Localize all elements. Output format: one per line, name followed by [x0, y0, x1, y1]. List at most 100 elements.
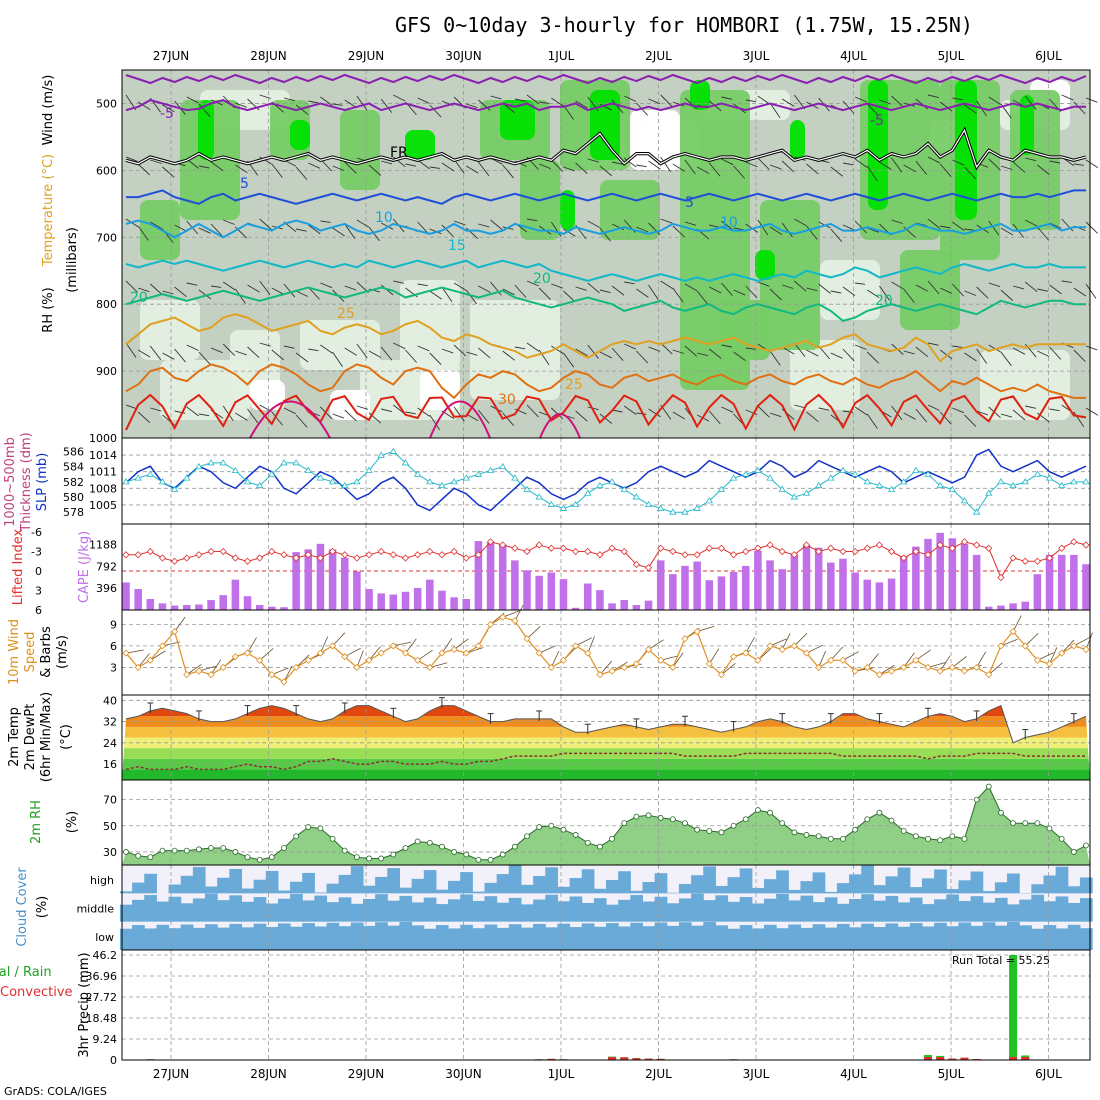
- rh2m-axis-label-a: 2m RH: [29, 800, 44, 844]
- cape-li-panel: 1188 792 396 -6 -3 0 3 6: [31, 523, 1091, 617]
- wind-barb: [830, 166, 844, 177]
- lifted-index-point: [888, 547, 896, 556]
- cloud-bar-high: [861, 865, 874, 894]
- cape-bar: [1070, 554, 1078, 610]
- cloud-bar-low: [630, 922, 644, 950]
- wind-barb: [794, 218, 807, 227]
- precip-axis-label-c: 3hr Precip (mm): [77, 952, 92, 1057]
- cloud-bar-high: [472, 891, 486, 894]
- wind-barb: [794, 404, 806, 409]
- wind-barb: [259, 342, 271, 347]
- wind10-barb: [915, 649, 931, 661]
- wind-barb: [1025, 157, 1037, 162]
- cloud-bar-low: [727, 928, 741, 950]
- cape-bar: [827, 562, 835, 610]
- rh2m-point: [584, 839, 591, 846]
- wind-barb: [514, 346, 526, 350]
- precip-tick-label: 27.72: [86, 991, 118, 1004]
- wind10-point: [1058, 649, 1066, 657]
- thickness-point: [413, 470, 422, 477]
- wind-barb: [1037, 164, 1050, 175]
- wind10-barb: [550, 650, 560, 668]
- pressure-tick-label: 700: [96, 231, 117, 244]
- wind-barb: [927, 218, 941, 229]
- wind10-point: [827, 656, 835, 664]
- contour-label: 15: [448, 238, 466, 254]
- cloud-bar-low: [156, 924, 170, 950]
- wind-barb: [769, 288, 782, 301]
- lifted-index-point: [973, 541, 981, 549]
- wind-barb: [563, 290, 576, 303]
- wind-barb: [708, 410, 721, 425]
- wind-barb: [599, 227, 612, 242]
- thickness-point: [474, 470, 483, 477]
- cloud-bar-low: [144, 928, 157, 950]
- cloud-bar-high: [788, 889, 802, 894]
- cloud-bar-low: [132, 925, 145, 950]
- wind-barb: [684, 221, 697, 226]
- lifted-index-point: [316, 554, 324, 562]
- wind10-barb: [502, 610, 520, 618]
- li-tick-label: 6: [35, 604, 42, 617]
- rh2m-point: [754, 807, 761, 813]
- cloud-bar-middle: [1007, 904, 1020, 922]
- thickness-point: [571, 500, 580, 508]
- lifted-index-point: [243, 557, 252, 565]
- rh2m-point: [256, 856, 263, 863]
- wind10-point: [693, 627, 701, 636]
- wind-barb: [660, 342, 673, 355]
- cloud-bar-middle: [812, 902, 826, 922]
- wind10-barb: [1037, 652, 1054, 661]
- date-label-bottom: 28JUN: [250, 1067, 287, 1081]
- wind-barb: [162, 166, 175, 178]
- rh-shade: [140, 300, 200, 360]
- wind10-point: [486, 620, 495, 628]
- rh2m-point: [268, 854, 275, 861]
- cloud-bar-low: [642, 926, 656, 950]
- wind10-barb: [866, 653, 879, 668]
- cape-bar: [547, 572, 556, 610]
- wind-barb: [295, 166, 308, 181]
- cloud-bar-low: [496, 927, 510, 950]
- rh-shade: [1010, 90, 1060, 230]
- thickness-point: [839, 466, 847, 473]
- thickness-point: [887, 485, 896, 492]
- rh2m-point: [597, 843, 603, 850]
- wind-barb: [575, 286, 587, 291]
- wind-barb: [940, 225, 951, 229]
- thickness-point: [924, 470, 932, 477]
- rh2m-point: [633, 813, 640, 820]
- wind-barb: [854, 406, 868, 416]
- lifted-index-point: [559, 544, 568, 552]
- chart-title: GFS 0~10day 3-hourly for HOMBORI (1.75W,…: [395, 13, 973, 37]
- rh-shade: [290, 120, 310, 150]
- rh-shade: [405, 130, 435, 160]
- lifted-index-point: [414, 551, 422, 559]
- rh2m-point: [985, 783, 992, 790]
- wind-barb: [198, 413, 210, 417]
- wind-barb: [344, 347, 357, 356]
- precip-convective-bar: [948, 1058, 957, 1060]
- wind-barb: [806, 411, 819, 423]
- wind-barb: [186, 96, 199, 104]
- cape-bar: [814, 547, 823, 610]
- wind-barb: [988, 220, 1000, 236]
- lifted-index-point: [985, 544, 993, 552]
- wind-barb: [1025, 219, 1038, 227]
- wind-barb: [320, 282, 333, 289]
- wind-barb: [854, 344, 867, 350]
- wind-barb: [162, 290, 174, 295]
- rh2m-point: [742, 816, 749, 823]
- cape-bar: [608, 603, 616, 610]
- wind-barb: [891, 157, 903, 173]
- thickness-point: [535, 493, 543, 500]
- lifted-index-point: [377, 547, 385, 556]
- cloud-bar-middle: [618, 899, 631, 922]
- cloud-bar-high: [484, 882, 498, 894]
- cloud-bar-middle: [205, 893, 218, 922]
- cloud-bar-low: [180, 924, 194, 950]
- temperature-axis-label: Temperature (°C): [41, 154, 56, 267]
- thickness-point: [717, 485, 726, 492]
- wind10-point: [912, 656, 920, 664]
- rh2m-point: [123, 849, 129, 855]
